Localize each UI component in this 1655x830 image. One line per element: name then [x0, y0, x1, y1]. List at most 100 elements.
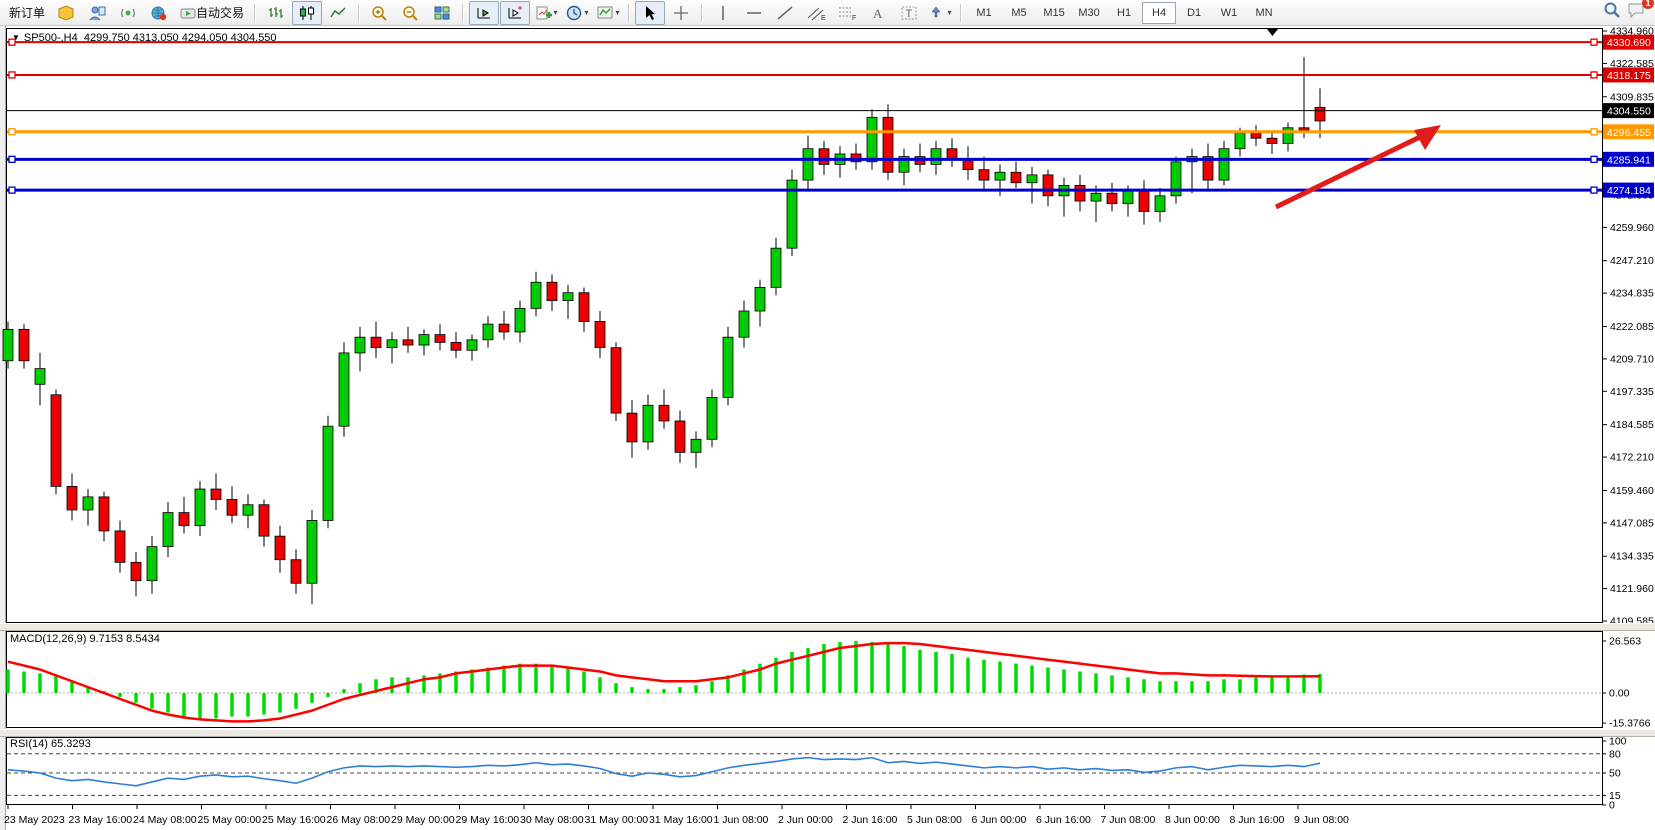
svg-text:E: E: [821, 15, 826, 21]
auto-scroll-icon: [475, 5, 493, 21]
zoom-out-button[interactable]: [396, 1, 426, 25]
indicators-icon: [597, 5, 615, 21]
label-button[interactable]: T: [894, 1, 924, 25]
timeframe-m1[interactable]: M1: [976, 6, 992, 19]
line-chart-button[interactable]: [323, 1, 353, 25]
svg-text:4274.184: 4274.184: [1607, 185, 1651, 197]
periods-button[interactable]: ▾: [562, 1, 592, 25]
chart-window[interactable]: 4334.9604322.5854309.8354297.4604284.710…: [0, 26, 1655, 830]
svg-text:4172.210: 4172.210: [1610, 452, 1654, 464]
charts-button[interactable]: [51, 1, 81, 25]
separator: [701, 3, 704, 22]
text-button[interactable]: A: [863, 1, 893, 25]
svg-text:A: A: [873, 6, 883, 21]
svg-text:26.563: 26.563: [1609, 635, 1641, 647]
new-order-icon: [57, 4, 75, 21]
chart-symbol-period: SP500-,H4: [23, 32, 78, 44]
svg-text:4184.585: 4184.585: [1610, 419, 1654, 431]
svg-text:0.00: 0.00: [1609, 688, 1630, 700]
svg-text:4134.335: 4134.335: [1610, 551, 1654, 563]
separator: [358, 3, 361, 22]
signals-button[interactable]: [113, 1, 143, 25]
bar-chart-button[interactable]: [261, 1, 291, 25]
chevron-down-icon: ▾: [584, 8, 589, 17]
vline-icon: [718, 5, 728, 21]
svg-text:23 May 16:00: 23 May 16:00: [69, 814, 133, 826]
svg-text:4296.455: 4296.455: [1607, 127, 1651, 139]
timeframe-mn[interactable]: MN: [1255, 6, 1273, 19]
fibonacci-button[interactable]: F: [832, 1, 862, 25]
separator: [462, 3, 465, 22]
svg-text:7 Jun 08:00: 7 Jun 08:00: [1101, 814, 1156, 826]
chart-title[interactable]: ▼ SP500-,H4 4299.750 4313.050 4294.050 43…: [12, 32, 277, 44]
svg-text:100: 100: [1609, 736, 1627, 748]
timeframe-m30[interactable]: M30: [1078, 6, 1100, 19]
svg-text:9 Jun 08:00: 9 Jun 08:00: [1294, 814, 1349, 826]
cursor-button[interactable]: [635, 0, 666, 25]
bar-chart-icon: [267, 5, 285, 21]
rsi-indicator-label: RSI(14) 65.3293: [10, 738, 91, 750]
candlestick-button[interactable]: [292, 0, 323, 25]
tile-windows-button[interactable]: [427, 1, 457, 25]
timeframe-w1[interactable]: W1: [1220, 6, 1238, 19]
zoom-in-button[interactable]: [365, 1, 395, 25]
toolbar-right: 1: [1603, 0, 1654, 24]
trendline-button[interactable]: [770, 1, 800, 25]
svg-text:4234.835: 4234.835: [1610, 288, 1654, 300]
chat-icon[interactable]: 1: [1627, 0, 1654, 24]
timeframe-m5[interactable]: M5: [1011, 6, 1027, 19]
svg-text:4159.460: 4159.460: [1610, 485, 1654, 497]
svg-text:5 Jun 08:00: 5 Jun 08:00: [907, 814, 962, 826]
profile-button[interactable]: [82, 1, 112, 25]
market-icon: [150, 5, 168, 21]
chart-ohlc-values: 4299.750 4313.050 4294.050 4304.550: [83, 32, 277, 44]
chevron-down-icon: ▾: [947, 8, 952, 17]
svg-text:4209.710: 4209.710: [1610, 353, 1654, 365]
new-chart-button[interactable]: ▾: [531, 1, 561, 25]
chart-menu-icon[interactable]: ▼: [12, 33, 20, 42]
chart-shift-button[interactable]: [500, 0, 531, 25]
autotrade-icon: [180, 6, 196, 20]
market-button[interactable]: [144, 1, 174, 25]
autotrade-label: 自动交易: [196, 6, 245, 20]
auto-scroll-button[interactable]: [469, 0, 500, 25]
indicators-button[interactable]: ▾: [593, 1, 623, 25]
svg-text:2 Jun 00:00: 2 Jun 00:00: [778, 814, 833, 826]
vline-button[interactable]: [708, 1, 738, 25]
channel-button[interactable]: E: [801, 1, 831, 25]
text-icon: A: [871, 5, 885, 21]
line-chart-icon: [329, 5, 347, 21]
timeframe-h4[interactable]: H4: [1142, 1, 1177, 24]
arrows-icon: [929, 5, 947, 21]
fibonacci-icon: F: [837, 5, 857, 21]
svg-text:1 Jun 08:00: 1 Jun 08:00: [714, 814, 769, 826]
svg-text:4304.550: 4304.550: [1607, 106, 1651, 118]
timeframe-h1[interactable]: H1: [1117, 6, 1132, 19]
zoom-out-icon: [402, 5, 420, 21]
svg-text:F: F: [852, 15, 856, 21]
search-icon[interactable]: [1603, 1, 1621, 24]
chart-shift-icon: [506, 5, 524, 21]
cursor-icon: [643, 5, 657, 21]
svg-text:15: 15: [1609, 790, 1621, 802]
notification-badge: 1: [1642, 0, 1654, 9]
svg-text:23 May 2023: 23 May 2023: [4, 814, 65, 826]
svg-text:29 May 16:00: 29 May 16:00: [456, 814, 520, 826]
new-order-button[interactable]: 新订单: [4, 1, 50, 25]
timeframe-m15[interactable]: M15: [1043, 6, 1065, 19]
timeframe-d1[interactable]: D1: [1187, 6, 1202, 19]
separator: [254, 3, 257, 22]
svg-text:4330.690: 4330.690: [1607, 37, 1651, 49]
trendline-icon: [776, 5, 794, 21]
autotrade-button[interactable]: 自动交易: [175, 1, 249, 25]
crosshair-icon: [673, 5, 689, 21]
arrows-button[interactable]: ▾: [925, 1, 955, 25]
crosshair-button[interactable]: [666, 1, 696, 25]
svg-text:-15.3766: -15.3766: [1609, 718, 1651, 730]
svg-text:2 Jun 16:00: 2 Jun 16:00: [843, 814, 898, 826]
svg-text:8 Jun 16:00: 8 Jun 16:00: [1230, 814, 1285, 826]
hline-button[interactable]: [739, 1, 769, 25]
svg-text:26 May 08:00: 26 May 08:00: [327, 814, 391, 826]
svg-text:29 May 00:00: 29 May 00:00: [391, 814, 455, 826]
